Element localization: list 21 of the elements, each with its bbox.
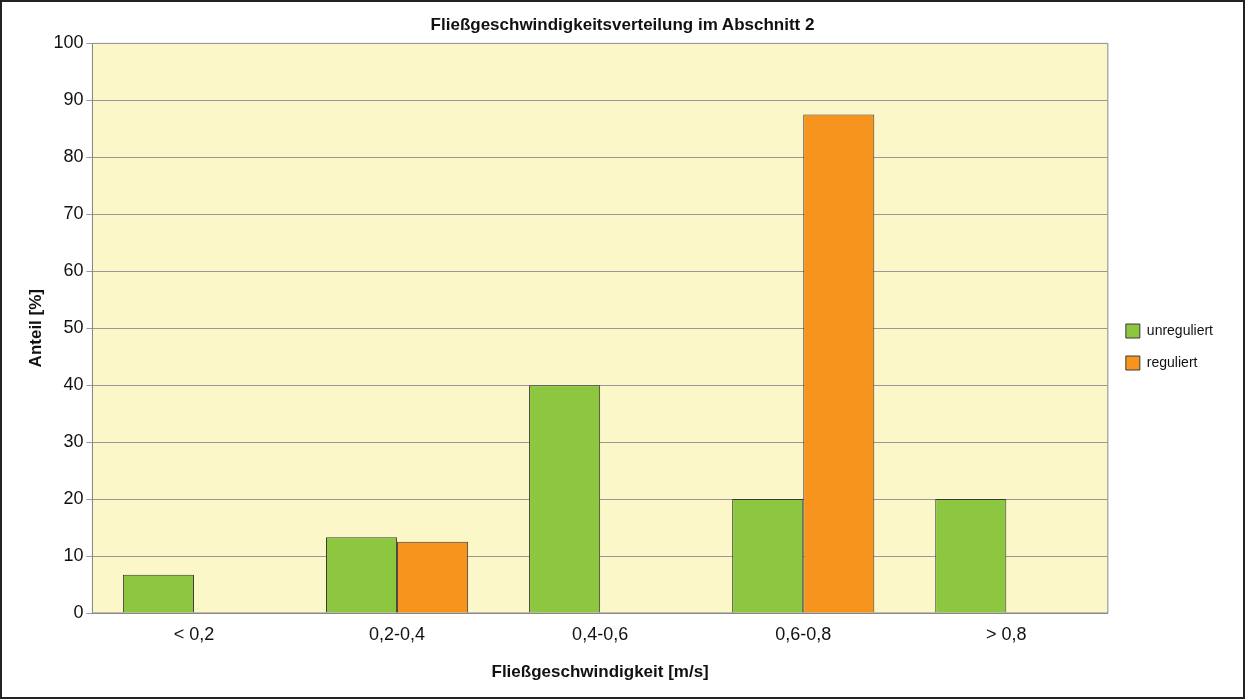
y-axis-title: Anteil [%] [25,289,45,368]
x-tick-label: 0,2-0,4 [369,623,426,644]
y-tick-label: 40 [63,374,84,395]
x-tick-label: < 0,2 [173,623,215,644]
x-tick-label: > 0,8 [986,623,1027,644]
x-tick-label: 0,6-0,8 [775,623,832,644]
y-tick-label: 70 [63,203,84,224]
x-tick-label: 0,4-0,6 [572,623,629,644]
legend-label: reguliert [1146,353,1198,370]
legend-label: unreguliert [1146,321,1214,338]
y-tick-label: 60 [63,260,84,281]
chart-title: Fließgeschwindigkeitsverteilung im Abschnitt 2 [430,14,815,34]
y-tick-label: 100 [53,32,84,53]
y-tick-label: 80 [63,146,84,167]
y-tick-label: 90 [63,89,84,110]
y-tick-label: 0 [73,601,84,622]
y-tick-label: 10 [63,545,84,566]
x-axis-title: Fließgeschwindigkeit [m/s] [491,662,709,682]
y-tick-label: 30 [63,431,84,452]
y-tick-label: 50 [63,317,84,338]
y-tick-label: 20 [63,488,84,509]
